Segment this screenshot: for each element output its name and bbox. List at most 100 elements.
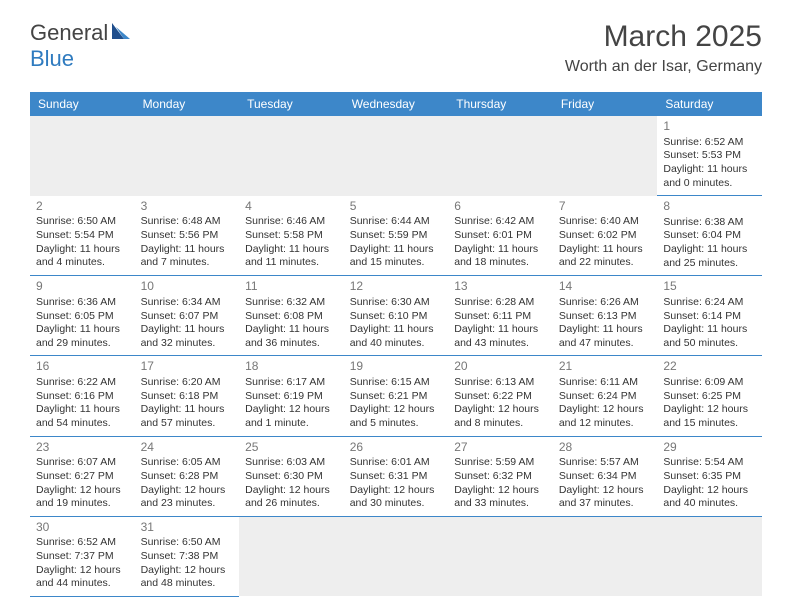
calendar-row: 9Sunrise: 6:36 AMSunset: 6:05 PMDaylight… — [30, 276, 762, 356]
cell-sunset: Sunset: 6:13 PM — [559, 310, 652, 324]
day-number: 7 — [559, 199, 652, 215]
cell-daylight: Daylight: 12 hours and 48 minutes. — [141, 564, 234, 591]
day-number: 27 — [454, 440, 547, 456]
cell-daylight: Daylight: 11 hours and 15 minutes. — [350, 243, 443, 270]
cell-sunset: Sunset: 6:01 PM — [454, 229, 547, 243]
calendar-body: 1Sunrise: 6:52 AMSunset: 5:53 PMDaylight… — [30, 116, 762, 596]
calendar-cell: 27Sunrise: 5:59 AMSunset: 6:32 PMDayligh… — [448, 436, 553, 516]
day-number: 3 — [141, 199, 234, 215]
cell-daylight: Daylight: 11 hours and 0 minutes. — [663, 163, 756, 190]
logo-text-blue-wrap: Blue — [30, 46, 74, 72]
calendar-cell — [448, 116, 553, 196]
title-block: March 2025 Worth an der Isar, Germany — [565, 20, 762, 76]
calendar-cell: 26Sunrise: 6:01 AMSunset: 6:31 PMDayligh… — [344, 436, 449, 516]
day-number: 15 — [663, 279, 756, 295]
cell-sunrise: Sunrise: 6:07 AM — [36, 456, 129, 470]
weekday-header: Sunday — [30, 92, 135, 116]
day-number: 2 — [36, 199, 129, 215]
day-number: 1 — [663, 119, 756, 135]
day-number: 5 — [350, 199, 443, 215]
cell-daylight: Daylight: 12 hours and 23 minutes. — [141, 484, 234, 511]
calendar-cell: 24Sunrise: 6:05 AMSunset: 6:28 PMDayligh… — [135, 436, 240, 516]
day-number: 4 — [245, 199, 338, 215]
cell-sunset: Sunset: 6:10 PM — [350, 310, 443, 324]
calendar-cell: 8Sunrise: 6:38 AMSunset: 6:04 PMDaylight… — [657, 196, 762, 276]
day-number: 24 — [141, 440, 234, 456]
day-number: 20 — [454, 359, 547, 375]
cell-sunset: Sunset: 5:54 PM — [36, 229, 129, 243]
calendar-cell: 1Sunrise: 6:52 AMSunset: 5:53 PMDaylight… — [657, 116, 762, 196]
cell-sunset: Sunset: 6:25 PM — [663, 390, 756, 404]
calendar-cell: 23Sunrise: 6:07 AMSunset: 6:27 PMDayligh… — [30, 436, 135, 516]
calendar-row: 1Sunrise: 6:52 AMSunset: 5:53 PMDaylight… — [30, 116, 762, 196]
cell-sunset: Sunset: 6:14 PM — [663, 310, 756, 324]
cell-sunrise: Sunrise: 6:13 AM — [454, 376, 547, 390]
cell-daylight: Daylight: 11 hours and 32 minutes. — [141, 323, 234, 350]
cell-daylight: Daylight: 11 hours and 47 minutes. — [559, 323, 652, 350]
calendar-cell: 25Sunrise: 6:03 AMSunset: 6:30 PMDayligh… — [239, 436, 344, 516]
calendar-cell: 11Sunrise: 6:32 AMSunset: 6:08 PMDayligh… — [239, 276, 344, 356]
day-number: 9 — [36, 279, 129, 295]
cell-sunset: Sunset: 6:08 PM — [245, 310, 338, 324]
cell-sunrise: Sunrise: 6:26 AM — [559, 296, 652, 310]
logo-sail-icon — [110, 21, 132, 46]
calendar-cell: 14Sunrise: 6:26 AMSunset: 6:13 PMDayligh… — [553, 276, 658, 356]
logo-text-general: General — [30, 20, 108, 46]
cell-sunset: Sunset: 6:22 PM — [454, 390, 547, 404]
calendar-cell — [657, 516, 762, 596]
cell-daylight: Daylight: 11 hours and 22 minutes. — [559, 243, 652, 270]
cell-daylight: Daylight: 12 hours and 5 minutes. — [350, 403, 443, 430]
cell-sunrise: Sunrise: 6:36 AM — [36, 296, 129, 310]
cell-daylight: Daylight: 11 hours and 7 minutes. — [141, 243, 234, 270]
calendar-cell — [239, 516, 344, 596]
cell-sunset: Sunset: 7:38 PM — [141, 550, 234, 564]
cell-sunset: Sunset: 6:32 PM — [454, 470, 547, 484]
calendar-cell: 30Sunrise: 6:52 AMSunset: 7:37 PMDayligh… — [30, 516, 135, 596]
cell-daylight: Daylight: 11 hours and 43 minutes. — [454, 323, 547, 350]
cell-sunrise: Sunrise: 6:52 AM — [663, 136, 756, 150]
calendar-row: 2Sunrise: 6:50 AMSunset: 5:54 PMDaylight… — [30, 196, 762, 276]
cell-sunset: Sunset: 6:07 PM — [141, 310, 234, 324]
calendar-cell: 12Sunrise: 6:30 AMSunset: 6:10 PMDayligh… — [344, 276, 449, 356]
cell-sunset: Sunset: 6:19 PM — [245, 390, 338, 404]
cell-daylight: Daylight: 12 hours and 15 minutes. — [663, 403, 756, 430]
cell-sunrise: Sunrise: 5:57 AM — [559, 456, 652, 470]
calendar-cell — [344, 516, 449, 596]
calendar-cell: 16Sunrise: 6:22 AMSunset: 6:16 PMDayligh… — [30, 356, 135, 436]
logo: General — [30, 20, 134, 46]
cell-sunrise: Sunrise: 6:52 AM — [36, 536, 129, 550]
header: General March 2025 Worth an der Isar, Ge… — [0, 0, 792, 84]
cell-sunset: Sunset: 6:18 PM — [141, 390, 234, 404]
calendar-cell: 4Sunrise: 6:46 AMSunset: 5:58 PMDaylight… — [239, 196, 344, 276]
cell-sunrise: Sunrise: 5:59 AM — [454, 456, 547, 470]
cell-daylight: Daylight: 11 hours and 50 minutes. — [663, 323, 756, 350]
calendar-cell: 29Sunrise: 5:54 AMSunset: 6:35 PMDayligh… — [657, 436, 762, 516]
calendar-cell: 10Sunrise: 6:34 AMSunset: 6:07 PMDayligh… — [135, 276, 240, 356]
calendar-cell: 22Sunrise: 6:09 AMSunset: 6:25 PMDayligh… — [657, 356, 762, 436]
cell-sunrise: Sunrise: 6:50 AM — [141, 536, 234, 550]
weekday-header: Saturday — [657, 92, 762, 116]
cell-daylight: Daylight: 12 hours and 1 minute. — [245, 403, 338, 430]
cell-daylight: Daylight: 11 hours and 54 minutes. — [36, 403, 129, 430]
calendar-cell: 18Sunrise: 6:17 AMSunset: 6:19 PMDayligh… — [239, 356, 344, 436]
day-number: 13 — [454, 279, 547, 295]
cell-sunrise: Sunrise: 6:15 AM — [350, 376, 443, 390]
cell-daylight: Daylight: 12 hours and 33 minutes. — [454, 484, 547, 511]
cell-daylight: Daylight: 12 hours and 26 minutes. — [245, 484, 338, 511]
day-number: 28 — [559, 440, 652, 456]
weekday-header: Tuesday — [239, 92, 344, 116]
day-number: 26 — [350, 440, 443, 456]
day-number: 18 — [245, 359, 338, 375]
cell-sunset: Sunset: 6:11 PM — [454, 310, 547, 324]
weekday-header: Wednesday — [344, 92, 449, 116]
cell-daylight: Daylight: 12 hours and 37 minutes. — [559, 484, 652, 511]
cell-daylight: Daylight: 11 hours and 18 minutes. — [454, 243, 547, 270]
cell-daylight: Daylight: 11 hours and 29 minutes. — [36, 323, 129, 350]
day-number: 31 — [141, 520, 234, 536]
cell-sunset: Sunset: 5:59 PM — [350, 229, 443, 243]
cell-daylight: Daylight: 11 hours and 36 minutes. — [245, 323, 338, 350]
cell-sunset: Sunset: 6:24 PM — [559, 390, 652, 404]
cell-sunrise: Sunrise: 6:11 AM — [559, 376, 652, 390]
cell-daylight: Daylight: 11 hours and 40 minutes. — [350, 323, 443, 350]
weekday-header: Thursday — [448, 92, 553, 116]
